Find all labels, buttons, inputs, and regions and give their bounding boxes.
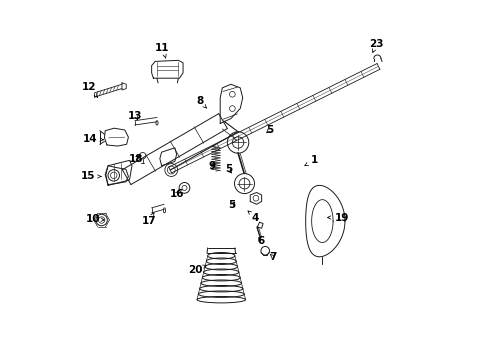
Text: 11: 11 bbox=[155, 43, 169, 58]
Text: 5: 5 bbox=[224, 164, 232, 174]
Text: 5: 5 bbox=[228, 200, 235, 210]
Text: 4: 4 bbox=[247, 211, 258, 222]
Text: 12: 12 bbox=[81, 82, 98, 97]
Text: 15: 15 bbox=[81, 171, 101, 181]
Text: 19: 19 bbox=[327, 212, 348, 222]
Text: 17: 17 bbox=[141, 213, 156, 226]
Text: 16: 16 bbox=[169, 189, 183, 199]
Text: 8: 8 bbox=[196, 96, 206, 108]
Text: 13: 13 bbox=[128, 111, 142, 121]
Text: 23: 23 bbox=[368, 39, 383, 53]
Text: 10: 10 bbox=[85, 214, 104, 224]
Text: 18: 18 bbox=[128, 154, 143, 163]
Text: 14: 14 bbox=[82, 134, 103, 144]
Text: 20: 20 bbox=[187, 265, 206, 275]
Text: 1: 1 bbox=[304, 156, 317, 166]
Text: 5: 5 bbox=[265, 125, 273, 135]
Text: 6: 6 bbox=[256, 236, 264, 246]
Text: 9: 9 bbox=[208, 161, 216, 171]
Text: 7: 7 bbox=[269, 252, 276, 262]
